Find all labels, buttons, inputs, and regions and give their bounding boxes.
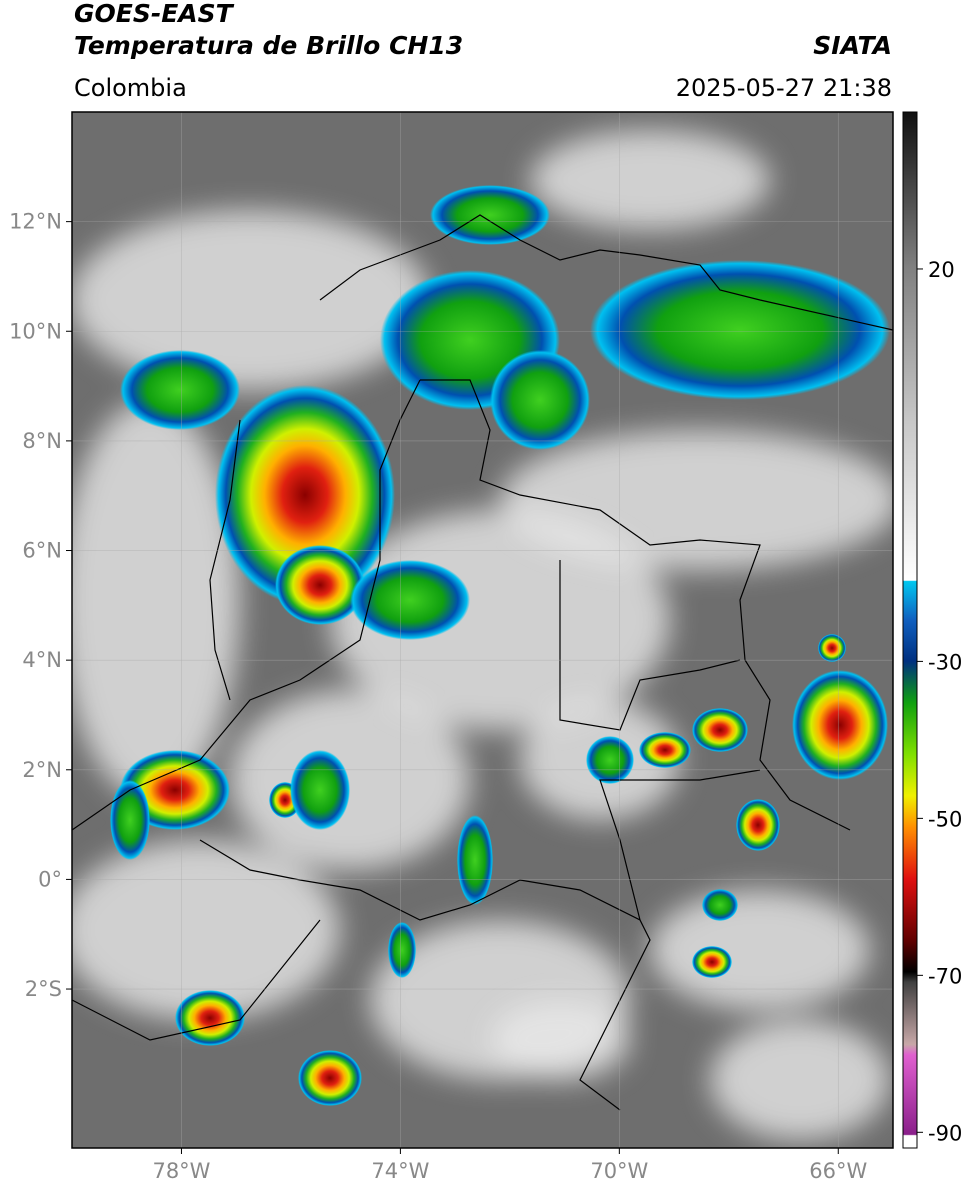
cloud-top: [175, 990, 245, 1046]
y-tick-label: 8°N: [22, 429, 62, 453]
cloud-top: [110, 780, 150, 860]
cloud-top: [215, 385, 395, 605]
satellite-image: [72, 112, 893, 1148]
title: GOES-EAST: [74, 0, 235, 28]
cloud-top: [350, 560, 470, 640]
cloud-top: [275, 545, 365, 625]
cloud-top: [590, 260, 890, 400]
y-tick-label: 2°N: [22, 758, 62, 782]
colorbar-tick-label: -50: [928, 807, 962, 831]
cloud-top: [702, 889, 738, 921]
x-tick-label: 74°W: [371, 1159, 429, 1183]
cloud: [72, 840, 340, 1020]
y-tick-label: 2°S: [25, 977, 62, 1001]
cloud: [530, 130, 770, 230]
cloud: [500, 430, 893, 570]
cloud-top: [298, 1050, 362, 1106]
cloud: [72, 210, 430, 390]
y-tick-label: 4°N: [22, 648, 62, 672]
cloud-top: [388, 922, 416, 978]
colorbar-ticks: 20 -30 -50 -70 -90: [917, 258, 962, 1145]
cloud-top: [639, 732, 691, 768]
cloud-top: [290, 750, 350, 830]
cloud: [230, 690, 470, 870]
region: Colombia: [74, 74, 187, 102]
colorbar-tick-label: -90: [928, 1121, 962, 1145]
cloud-top: [792, 670, 888, 780]
y-tick-label: 0°: [38, 867, 62, 891]
cloud-top: [430, 185, 550, 245]
colorbar-tick-label: -30: [928, 650, 962, 674]
map-frame: [71, 111, 894, 1149]
subtitle: Temperatura de Brillo CH13: [74, 31, 463, 60]
cloud-top: [490, 350, 590, 450]
cloud-top: [120, 350, 240, 430]
cloud: [710, 1020, 890, 1140]
cloud-top: [586, 736, 634, 784]
x-tick-label: 70°W: [590, 1159, 648, 1183]
cloud-top: [736, 799, 780, 851]
colorbar-tick-label: 20: [928, 258, 955, 282]
cloud-top: [457, 815, 493, 905]
cloud-top: [818, 634, 846, 662]
cloud-top: [692, 946, 732, 978]
cloud-top: [692, 708, 748, 752]
grid: [66, 112, 893, 1154]
y-tick-label: 10°N: [9, 319, 62, 343]
datetime: 2025-05-27 21:38: [676, 74, 892, 102]
cloud: [490, 1000, 630, 1080]
x-tick-label: 66°W: [809, 1159, 867, 1183]
cloud: [650, 890, 870, 1010]
source: SIATA: [813, 31, 892, 60]
colorbar: [902, 111, 918, 1149]
cloud: [72, 400, 240, 800]
colorbar-tick-label: -70: [928, 964, 962, 988]
x-tick-label: 78°W: [152, 1159, 210, 1183]
y-tick-label: 12°N: [9, 210, 62, 234]
y-tick-label: 6°N: [22, 539, 62, 563]
